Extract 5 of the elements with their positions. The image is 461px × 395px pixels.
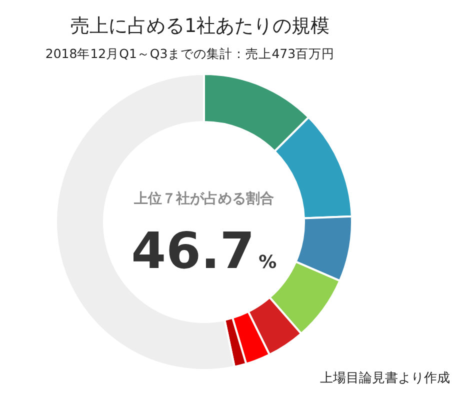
text: 上位７社が占める割合 [133, 190, 274, 207]
chart-subtitle: 2018年12月Q1～Q3までの集計：売上473百万円 [45, 46, 335, 61]
chart-title: 売上に占める1社あたりの規模 [70, 15, 330, 37]
text: 46.7% [131, 222, 277, 280]
text: 上場目論見書より作成 [320, 371, 450, 386]
